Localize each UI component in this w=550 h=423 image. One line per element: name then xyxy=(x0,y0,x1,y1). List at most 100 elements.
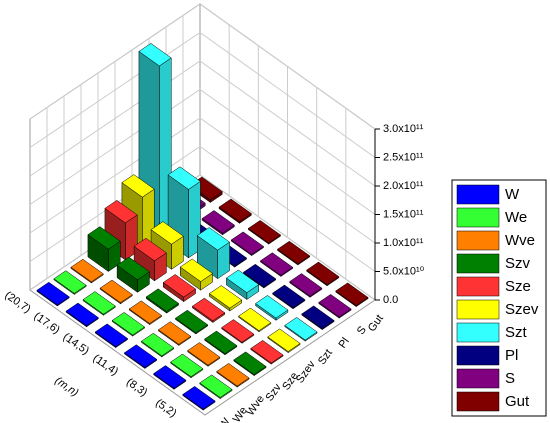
bar xyxy=(318,294,352,319)
bar xyxy=(162,274,197,303)
bar-top xyxy=(145,288,180,312)
bar-top xyxy=(272,284,306,308)
bar-top xyxy=(196,227,231,251)
bar-top xyxy=(36,281,70,306)
bar xyxy=(218,198,252,224)
bar xyxy=(87,226,121,272)
bar xyxy=(289,273,323,298)
bar-top xyxy=(65,302,99,326)
legend-label: Szt xyxy=(505,324,528,341)
legend-swatch xyxy=(456,391,500,412)
bar xyxy=(259,252,294,277)
bar-top xyxy=(116,256,150,281)
bar xyxy=(70,258,104,284)
z-tick-label: Gut xyxy=(366,313,386,334)
bar-top xyxy=(218,198,252,222)
z-tick-label: W xyxy=(217,416,233,423)
y-tick-label: 3.0x10¹¹ xyxy=(383,123,424,135)
bar xyxy=(335,282,369,308)
grid-line xyxy=(29,88,376,215)
bar xyxy=(199,374,233,400)
bar xyxy=(111,312,146,337)
bars xyxy=(36,43,369,411)
bar xyxy=(267,328,301,354)
bar-top xyxy=(267,328,301,352)
bar-top xyxy=(153,365,187,389)
grid-line xyxy=(29,145,376,272)
x-axis-title: (m,n) xyxy=(53,375,81,400)
bar-top xyxy=(128,300,163,324)
y-tick-label: 1.0x10¹¹ xyxy=(383,237,424,249)
bar-top xyxy=(242,263,277,288)
bar-top xyxy=(150,221,184,245)
legend-label: Gut xyxy=(505,393,530,410)
bar xyxy=(238,307,272,333)
bar-top xyxy=(70,258,104,283)
bar-top xyxy=(233,351,267,375)
legend-swatch xyxy=(456,207,500,228)
bar xyxy=(255,295,289,321)
bar-top xyxy=(199,374,233,398)
bar xyxy=(170,353,204,379)
bar xyxy=(250,340,284,365)
bar-top xyxy=(301,305,335,329)
legend-swatch xyxy=(456,345,500,366)
bar xyxy=(82,291,116,316)
bar-top xyxy=(289,273,323,297)
bar-top xyxy=(104,199,138,224)
bar xyxy=(153,365,187,390)
bar xyxy=(301,305,335,331)
legend-label: Pl xyxy=(505,347,518,364)
bar xyxy=(216,363,250,388)
bar xyxy=(233,351,267,377)
bar xyxy=(247,220,282,245)
bar xyxy=(123,344,158,369)
legend-swatch xyxy=(456,253,500,274)
y-tick-label: 2.0x10¹¹ xyxy=(383,180,424,192)
bar-top xyxy=(94,323,129,347)
legend-swatch xyxy=(456,299,500,320)
bar-top xyxy=(99,279,133,303)
bar xyxy=(230,231,265,257)
z-tick-label: Szt xyxy=(316,347,335,367)
bar-top xyxy=(121,174,155,198)
bar xyxy=(36,281,70,307)
bar-top xyxy=(276,240,311,265)
bar xyxy=(196,227,231,280)
grid-line xyxy=(29,31,376,158)
bar-top xyxy=(133,237,167,262)
legend-label: Szev xyxy=(505,301,539,318)
bar xyxy=(242,263,277,289)
x-tick-label: (14,5) xyxy=(61,331,91,357)
legend-label: Szv xyxy=(505,255,531,272)
bar-top xyxy=(238,307,272,331)
legend-swatch xyxy=(456,230,500,251)
y-tick-label: 1.5x10¹¹ xyxy=(383,208,424,220)
bar-top xyxy=(306,261,340,285)
bar-top xyxy=(111,312,146,336)
bar xyxy=(284,317,318,342)
x-tick-label: (20,7) xyxy=(2,289,32,315)
bar-top xyxy=(182,386,216,410)
bar-top xyxy=(208,285,243,309)
bar-top xyxy=(174,309,209,334)
grid-line xyxy=(29,117,376,244)
bar-top xyxy=(167,166,201,190)
bar xyxy=(65,302,99,328)
legend: W We Wve Szv Sze Szev Szt Pl S Gut xyxy=(456,184,539,412)
bar xyxy=(191,297,226,323)
legend-label: Sze xyxy=(505,278,531,295)
bar xyxy=(272,284,306,310)
legend-swatch xyxy=(456,368,500,389)
bar-top xyxy=(191,297,226,322)
bar-top xyxy=(221,319,255,343)
bar xyxy=(182,386,216,411)
bar xyxy=(116,256,150,293)
bar-top xyxy=(335,282,369,306)
bar-top xyxy=(82,291,116,315)
bar xyxy=(225,269,260,300)
bar-top xyxy=(162,274,197,298)
bar-top xyxy=(230,231,265,255)
legend-swatch xyxy=(456,184,500,205)
